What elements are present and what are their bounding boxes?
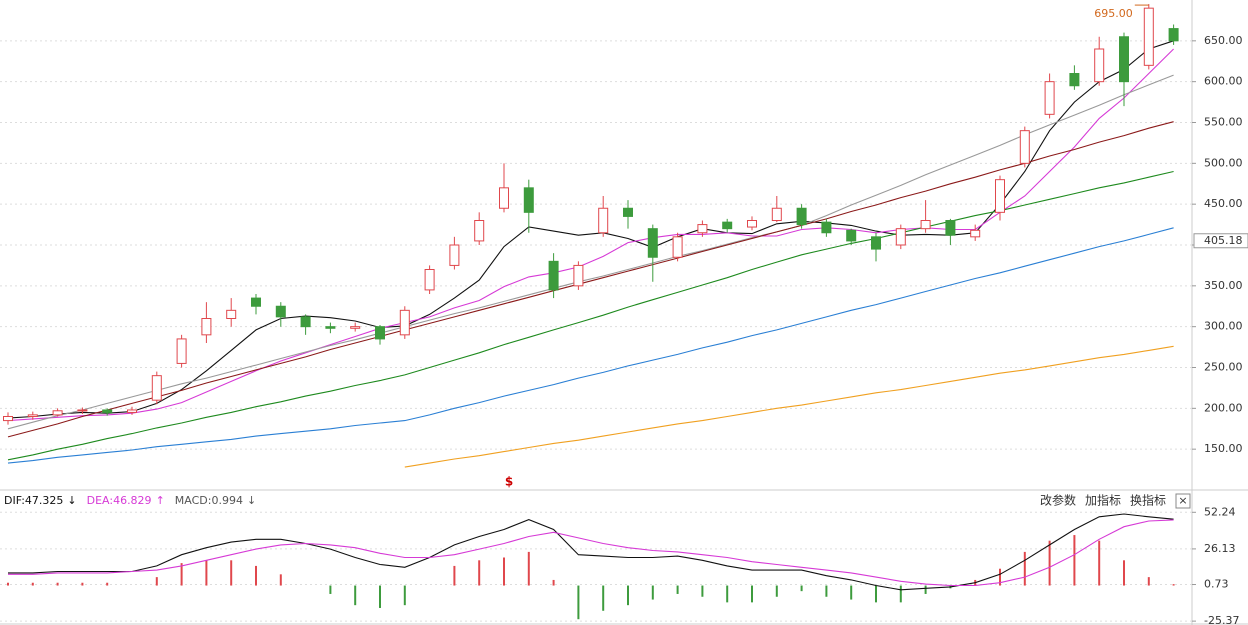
- ma-line: [7, 227, 1174, 464]
- candle-body: [647, 228, 658, 258]
- candle-body: [796, 207, 807, 226]
- candle-body: [1168, 28, 1179, 42]
- candle-body: [52, 410, 63, 416]
- candle-body: [598, 207, 609, 234]
- y-tick-label: 350.00: [1204, 279, 1243, 292]
- legend-arrow: ↓: [247, 494, 256, 507]
- ma-line: [7, 48, 1174, 422]
- close-button[interactable]: ×: [1178, 494, 1187, 507]
- toolbar-button[interactable]: 改参数: [1040, 493, 1076, 508]
- legend-arrow: ↑: [156, 494, 165, 507]
- candle-body: [846, 229, 857, 242]
- ma-line: [404, 345, 1174, 468]
- max-label: 695.00: [1094, 7, 1133, 20]
- candle-body: [424, 269, 435, 291]
- y-tick-label: 26.13: [1204, 542, 1236, 555]
- y-tick-label: 450.00: [1204, 197, 1243, 210]
- ma-line: [7, 40, 1174, 419]
- macd-line: [8, 513, 1174, 591]
- y-tick-label: 200.00: [1204, 401, 1243, 414]
- candle-body: [821, 221, 832, 234]
- candle-body: [871, 236, 881, 250]
- legend-label: MACD:0.994: [175, 494, 243, 507]
- candle-body: [350, 326, 361, 329]
- candle-body: [449, 244, 460, 266]
- candle-body: [1094, 48, 1105, 83]
- candle-body: [127, 409, 137, 413]
- legend-label: DEA:46.829: [87, 494, 152, 507]
- candle-body: [275, 305, 286, 318]
- candle-body: [474, 220, 485, 242]
- y-tick-label: -25.37: [1204, 614, 1239, 625]
- y-tick-label: 300.00: [1204, 320, 1243, 333]
- candle-body: [970, 229, 981, 238]
- candle-body: [201, 318, 212, 336]
- close-box[interactable]: [1175, 493, 1191, 509]
- toolbar-button[interactable]: 换指标: [1130, 493, 1166, 508]
- y-tick-label: 0.73: [1204, 578, 1229, 591]
- candle-body: [573, 264, 584, 287]
- candle-body: [722, 221, 733, 230]
- candle-body: [1069, 73, 1080, 87]
- ma-line: [7, 121, 1174, 438]
- candle-body: [27, 414, 38, 418]
- candle-body: [1019, 130, 1030, 164]
- candle-body: [945, 220, 956, 236]
- legend-label: DIF:47.325: [4, 494, 63, 507]
- candle-body: [623, 207, 633, 217]
- candle-body: [895, 228, 906, 246]
- y-tick-label: 52.24: [1204, 505, 1236, 518]
- candle-body: [499, 187, 509, 209]
- candle-body: [325, 326, 336, 329]
- y-tick-label: 150.00: [1204, 442, 1243, 455]
- candle-body: [300, 316, 311, 328]
- candle-body: [548, 260, 559, 291]
- legend-arrow: ↓: [67, 494, 76, 507]
- candle-body: [672, 236, 683, 258]
- ma-line: [7, 74, 1174, 430]
- candle-body: [77, 409, 88, 412]
- price-label: 405.18: [1204, 234, 1243, 247]
- y-tick-label: 600.00: [1204, 75, 1243, 88]
- candle-body: [1044, 81, 1055, 115]
- y-tick-label: 500.00: [1204, 156, 1243, 169]
- candle-body: [251, 297, 261, 307]
- candle-body: [1119, 36, 1129, 83]
- y-tick-label: 650.00: [1204, 34, 1243, 47]
- candle-body: [3, 416, 13, 422]
- candle-body: [1143, 7, 1154, 66]
- y-tick-label: 550.00: [1204, 116, 1243, 129]
- ma-line: [7, 170, 1174, 461]
- candle-body: [375, 326, 385, 340]
- candle-body: [102, 409, 113, 413]
- y-tick-label: 250.00: [1204, 361, 1243, 374]
- candle-body: [920, 220, 931, 230]
- candle-body: [995, 179, 1005, 213]
- event-marker: $: [505, 475, 513, 489]
- price-label-box: [1193, 233, 1248, 249]
- candle-body: [697, 224, 708, 234]
- candle-body: [771, 207, 782, 221]
- macd-line: [8, 519, 1174, 587]
- candle-body: [226, 309, 237, 320]
- candle-body: [151, 375, 162, 401]
- candle-body: [176, 338, 187, 364]
- candle-body: [523, 187, 534, 213]
- candle-body: [399, 309, 410, 336]
- candle-body: [747, 220, 757, 228]
- toolbar-button[interactable]: 加指标: [1085, 493, 1121, 508]
